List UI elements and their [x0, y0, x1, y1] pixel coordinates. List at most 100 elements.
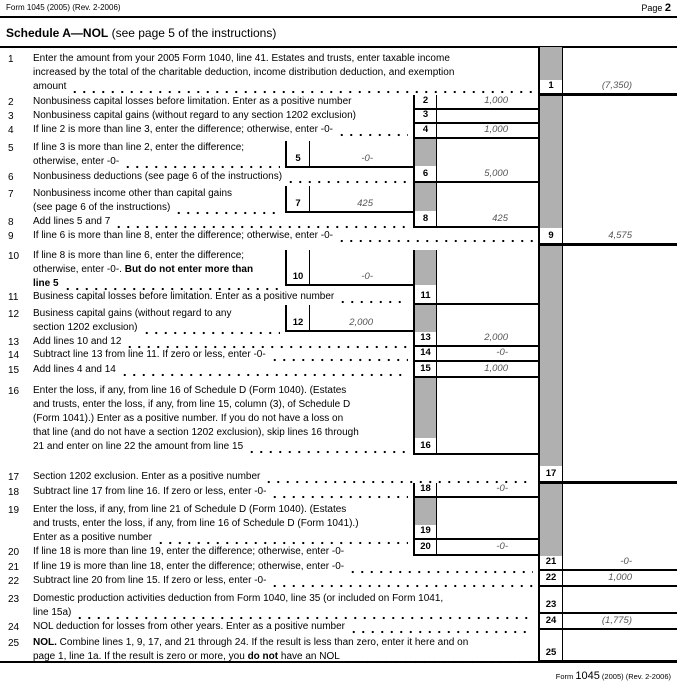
line-text: If line 2 is more than line 3, enter the… — [33, 124, 333, 135]
line-number: 13 — [8, 337, 20, 348]
shaded-area — [540, 483, 562, 556]
line-number: 2 — [8, 97, 14, 108]
dot-leader — [119, 363, 408, 377]
amount-field[interactable]: 1,000 — [608, 572, 632, 583]
schedule-title: Schedule A—NOL (see page 5 of the instru… — [6, 26, 276, 40]
line-number-box: 25 — [538, 630, 563, 660]
line-text-row: page 1, line 1a. If the result is zero o… — [33, 650, 533, 664]
line-text-row: Nonbusiness capital gains (without regar… — [33, 109, 408, 123]
line-text: Add lines 4 and 14 — [33, 364, 116, 375]
amount-cell-line-4: 4 1,000 — [413, 124, 538, 139]
line-number-label: 14 — [420, 347, 431, 358]
line-text-row: Nonbusiness deductions (see page 6 of th… — [33, 170, 408, 184]
line-text-row: Subtract line 13 from line 11. If zero o… — [33, 348, 408, 362]
line-text: Enter the loss, if any, from line 21 of … — [33, 504, 347, 515]
line-text-row: Enter the loss, if any, from line 21 of … — [33, 503, 408, 517]
amount-cell-line-24: 24 (1,775) — [538, 614, 677, 630]
amount-cell-line-22: 22 1,000 — [538, 571, 677, 587]
amount-field[interactable]: -0- — [361, 271, 373, 282]
line-number: 1 — [8, 54, 14, 65]
dot-leader — [125, 335, 408, 349]
amount-field[interactable]: -0- — [496, 541, 508, 552]
right-column-rule — [538, 482, 677, 484]
amount-cell-line-15: 15 1,000 — [413, 362, 538, 378]
line-text: otherwise, enter -0- — [33, 156, 120, 167]
line-text-segment: page 1, line 1a. If the result is zero o… — [33, 651, 248, 662]
line-number: 6 — [8, 172, 14, 183]
line-number: 24 — [8, 622, 20, 633]
line-number: 20 — [8, 547, 20, 558]
line-text: page 1, line 1a. If the result is zero o… — [33, 650, 340, 664]
amount-field[interactable]: 2,000 — [484, 332, 508, 343]
schedule-top-rule — [0, 46, 677, 48]
right-column-rule — [538, 94, 677, 96]
form-reference: Form 1045 (2005) (Rev. 2-2006) — [6, 3, 121, 12]
shaded-area — [415, 139, 436, 166]
amount-field[interactable]: 2,000 — [349, 317, 373, 328]
line-number-box: 8 — [413, 183, 437, 226]
amount-field[interactable]: (1,775) — [601, 615, 632, 626]
amount-field[interactable]: -0- — [496, 483, 508, 494]
line-text-row: If line 8 is more than line 6, enter the… — [33, 249, 280, 263]
amount-field[interactable]: -0- — [620, 556, 632, 567]
amount-field[interactable]: 425 — [492, 213, 508, 224]
amount-cell-line-7: 7 425 — [285, 186, 413, 213]
line-text: NOL deduction for losses from other year… — [33, 621, 345, 632]
footer-form-label: Form — [555, 672, 574, 681]
line-text: Subtract line 13 from line 11. If zero o… — [33, 349, 266, 360]
amount-cell-line-18: 18 -0- — [413, 483, 538, 498]
line-text-segment: otherwise, enter -0-. — [33, 264, 125, 275]
line-text: and trusts, enter the loss, if any, from… — [33, 518, 359, 529]
line-number-label: 10 — [292, 271, 304, 282]
line-text: line 15a) — [33, 607, 72, 618]
line-text-row: (see page 6 of the instructions) — [33, 201, 280, 215]
line-number-box: 14 — [413, 347, 437, 360]
amount-field[interactable]: 4,575 — [608, 230, 632, 241]
line-text: If line 18 is more than line 19, enter t… — [33, 546, 345, 557]
line-number-label: 7 — [295, 198, 301, 209]
line-text-row: Subtract line 20 from line 15. If zero o… — [33, 574, 533, 588]
amount-field[interactable]: 1,000 — [484, 124, 508, 135]
line-number-box: 21 — [538, 483, 563, 569]
dot-leader — [336, 229, 533, 243]
amount-field[interactable]: 425 — [357, 198, 373, 209]
line-text-row: (Form 1041).) Enter as a positive number… — [33, 412, 408, 426]
amount-field[interactable]: -0- — [361, 153, 373, 164]
line-number-box: 4 — [413, 124, 437, 137]
line-number: 4 — [8, 125, 14, 136]
dot-leader — [114, 215, 408, 229]
line-text-row: Enter the amount from your 2005 Form 104… — [33, 52, 533, 66]
amount-cell-line-11: 11 — [413, 250, 538, 305]
line-number-label: 11 — [420, 290, 431, 301]
line-number: 14 — [8, 350, 20, 361]
line-number-box: 7 — [285, 186, 310, 211]
amount-cell-line-23: 23 — [538, 587, 677, 614]
line-number-box: 24 — [538, 614, 563, 628]
line-text: Domestic production activities deduction… — [33, 593, 444, 604]
line-text: Subtract line 17 from line 16. If zero o… — [33, 486, 267, 497]
line-text-row: 21 and enter on line 22 the amount from … — [33, 440, 408, 454]
line-number: 8 — [8, 217, 14, 228]
line-number-label: 3 — [422, 109, 429, 120]
amount-cell-line-17: 17 — [538, 245, 677, 483]
line-text: If line 3 is more than line 2, enter the… — [33, 142, 245, 153]
amount-field[interactable]: 1,000 — [484, 363, 508, 374]
amount-field[interactable]: -0- — [496, 347, 508, 358]
dot-leader — [70, 80, 533, 94]
dot-leader — [349, 620, 533, 634]
line-text: increased by the total of the charitable… — [33, 67, 455, 78]
amount-cell-line-3: 3 — [413, 109, 538, 124]
amount-field[interactable]: (7,350) — [601, 80, 632, 91]
amount-cell-line-16: 16 — [413, 378, 538, 455]
line-number: 12 — [8, 309, 20, 320]
line-number-box: 9 — [538, 95, 563, 243]
line-number-box: 2 — [413, 95, 437, 108]
amount-field[interactable]: 1,000 — [484, 95, 508, 106]
page-number: Page 2 — [641, 2, 671, 14]
line-text: Section 1202 exclusion. Enter as a posit… — [33, 471, 261, 482]
line-text: Add lines 10 and 12 — [33, 336, 122, 347]
amount-cell-line-14: 14 -0- — [413, 347, 538, 362]
amount-field[interactable]: 5,000 — [484, 168, 508, 179]
line-text: 21 and enter on line 22 the amount from … — [33, 441, 244, 452]
line-number-box: 19 — [413, 498, 437, 538]
